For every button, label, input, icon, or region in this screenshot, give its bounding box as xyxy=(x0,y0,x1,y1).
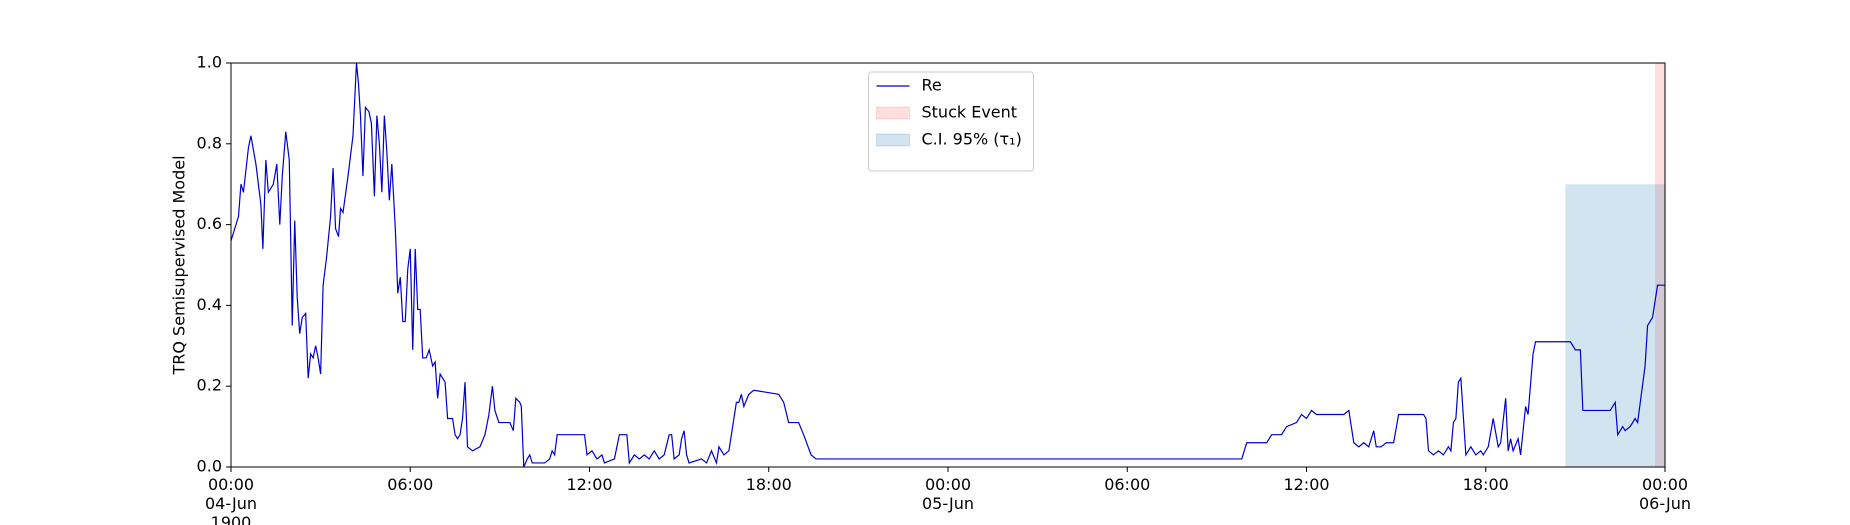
x-tick-label: 06:00 xyxy=(387,475,434,494)
x-tick-label: 00:00 06-Jun xyxy=(1638,475,1692,513)
y-tick-label: 0.8 xyxy=(197,133,222,152)
legend-patch xyxy=(876,106,910,120)
span xyxy=(1655,63,1665,467)
legend-label: Re xyxy=(922,76,942,95)
x-tick-label: 18:00 xyxy=(745,475,792,494)
x-tick-label: 12:00 xyxy=(1283,475,1330,494)
legend-label: Stuck Event xyxy=(922,103,1018,122)
y-tick-label: 0.2 xyxy=(197,376,222,395)
x-tick-label: 00:00 05-Jun xyxy=(921,475,975,513)
x-tick-label: 06:00 xyxy=(1104,475,1151,494)
y-tick-label: 1.0 xyxy=(197,53,222,72)
legend-patch xyxy=(876,133,910,147)
y-tick-label: 0.6 xyxy=(197,214,222,233)
legend-label: C.I. 95% (τ₁) xyxy=(922,130,1022,149)
y-tick-label: 0.0 xyxy=(197,457,222,476)
x-tick-label: 18:00 xyxy=(1462,475,1509,494)
y-axis-label: TRQ Semisupervised Model xyxy=(170,155,189,375)
y-tick-label: 0.4 xyxy=(197,295,222,314)
span xyxy=(1565,184,1665,467)
line xyxy=(230,62,1665,468)
legend-box xyxy=(868,71,1034,172)
x-tick-label: 00:00 04-Jun 1900 xyxy=(204,475,258,525)
x-tick-label: 12:00 xyxy=(566,475,613,494)
axes-frame xyxy=(230,62,1666,468)
